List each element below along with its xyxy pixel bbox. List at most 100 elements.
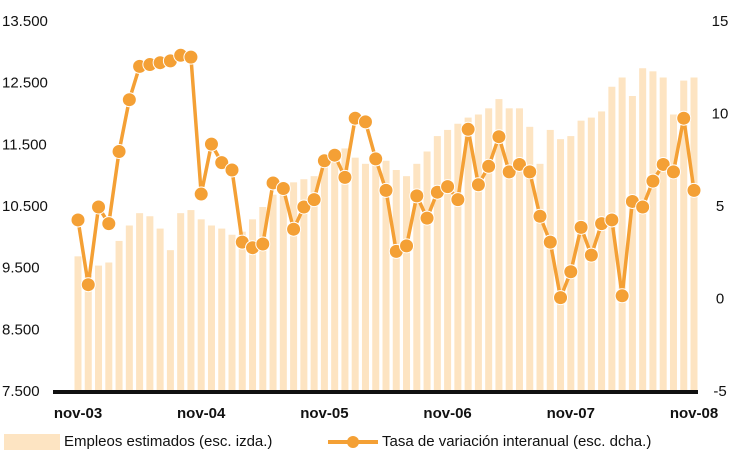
line-marker	[511, 156, 527, 172]
line-marker	[686, 182, 702, 198]
bar	[649, 71, 657, 392]
line-marker	[655, 156, 671, 172]
bar	[115, 240, 123, 392]
line-marker	[450, 192, 466, 208]
line-marker	[419, 210, 435, 226]
bar	[177, 213, 185, 392]
line-marker	[80, 277, 96, 293]
line-marker	[255, 236, 271, 252]
line-marker	[491, 129, 507, 145]
line-marker	[214, 155, 230, 171]
bar	[238, 231, 246, 392]
line-marker	[481, 158, 497, 174]
bar	[628, 96, 636, 392]
bar	[536, 163, 544, 392]
line-marker	[286, 221, 302, 237]
line-marker	[399, 238, 415, 254]
bar	[125, 225, 133, 392]
bar	[269, 194, 277, 392]
line-marker	[91, 199, 107, 215]
x-tick-label: nov-07	[547, 405, 595, 422]
bar	[454, 123, 462, 392]
y2-tick-label: -5	[713, 383, 726, 400]
bar	[259, 207, 267, 392]
bar	[392, 170, 400, 392]
line-marker	[460, 121, 476, 137]
bar	[382, 160, 390, 392]
line-marker	[635, 199, 651, 215]
bar	[351, 157, 359, 392]
line-marker	[296, 199, 312, 215]
line-marker	[121, 92, 137, 108]
bar	[218, 228, 226, 392]
bar	[639, 68, 647, 392]
legend-label: Empleos estimados (esc. izda.)	[64, 433, 272, 450]
bar	[669, 114, 677, 392]
bar	[156, 228, 164, 392]
bar	[310, 176, 318, 392]
bar	[341, 148, 349, 392]
line-marker	[665, 164, 681, 180]
y2-tick-label: 10	[712, 105, 729, 122]
line-marker	[378, 182, 394, 198]
line-marker	[357, 114, 373, 130]
y2-tick-label: 0	[716, 290, 724, 307]
y-tick-label: 12.500	[2, 75, 48, 92]
bar	[659, 77, 667, 392]
bar	[84, 274, 92, 392]
legend-swatch	[347, 436, 359, 448]
bar	[577, 120, 585, 393]
bar	[618, 77, 626, 392]
line-marker	[563, 264, 579, 280]
y2-tick-label: 5	[716, 198, 724, 215]
bar	[146, 216, 154, 392]
y-tick-label: 9.500	[2, 260, 40, 277]
y2-tick-label: 15	[712, 13, 729, 30]
line-marker	[203, 136, 219, 152]
y-tick-label: 8.500	[2, 321, 40, 338]
line-marker	[183, 49, 199, 65]
bar	[249, 219, 257, 392]
line-marker	[470, 177, 486, 193]
line-marker	[275, 181, 291, 196]
bar	[557, 139, 565, 392]
line-marker	[337, 169, 353, 185]
line-marker	[542, 234, 558, 250]
bar	[187, 210, 195, 392]
bar	[361, 163, 369, 392]
x-tick-label: nov-03	[54, 405, 102, 422]
y-tick-label: 11.500	[2, 136, 47, 153]
bar	[136, 213, 144, 392]
line-marker	[101, 216, 117, 232]
legend-swatch	[4, 434, 60, 450]
line-marker	[604, 212, 620, 228]
y-tick-label: 13.500	[2, 13, 48, 30]
bar	[495, 99, 503, 392]
bar	[546, 129, 554, 392]
bar	[197, 219, 205, 392]
bar	[105, 262, 113, 392]
line-marker	[327, 147, 343, 163]
bar	[74, 256, 82, 392]
bar	[403, 176, 411, 392]
line-marker	[645, 173, 661, 189]
line-marker	[306, 192, 322, 208]
bar	[207, 225, 215, 392]
x-tick-label: nov-06	[423, 405, 471, 422]
line-marker	[573, 219, 589, 235]
line-marker	[532, 208, 548, 224]
bar	[228, 234, 236, 392]
bar	[372, 157, 380, 392]
bar	[515, 108, 523, 392]
legend-label: Tasa de variación interanual (esc. dcha.…	[382, 433, 651, 450]
y-tick-label: 10.500	[2, 198, 48, 215]
x-tick-label: nov-04	[177, 405, 226, 422]
bar	[505, 108, 513, 392]
bar	[433, 136, 441, 392]
line-marker	[501, 164, 517, 180]
bar	[526, 126, 534, 392]
line-marker	[70, 212, 86, 228]
line-marker	[111, 144, 127, 159]
line-marker	[522, 164, 538, 180]
